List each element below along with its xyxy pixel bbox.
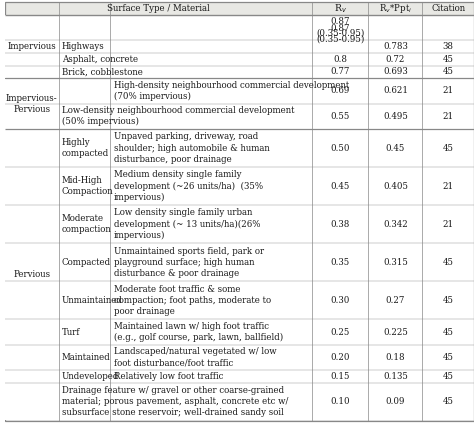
Text: 45: 45	[443, 258, 454, 267]
Text: 0.621: 0.621	[383, 86, 408, 96]
Text: R$_v$*Ppt$_i$: R$_v$*Ppt$_i$	[379, 2, 412, 15]
Text: Undeveloped: Undeveloped	[62, 372, 119, 381]
Text: Landscaped/natural vegetated w/ low
foot disturbance/foot traffic: Landscaped/natural vegetated w/ low foot…	[114, 347, 276, 368]
Text: 0.45: 0.45	[330, 181, 350, 191]
Text: 0.135: 0.135	[383, 372, 408, 381]
Text: 45: 45	[443, 143, 454, 153]
Text: 0.50: 0.50	[330, 143, 350, 153]
Text: Mid-High
Compaction: Mid-High Compaction	[62, 176, 114, 196]
Text: 21: 21	[443, 112, 454, 121]
Text: 0.783: 0.783	[383, 42, 408, 51]
Text: 0.693: 0.693	[383, 67, 408, 77]
Bar	[5, 2, 474, 15]
Text: Drainage feature w/ gravel or other coarse-grained
material; porous pavement, as: Drainage feature w/ gravel or other coar…	[62, 386, 288, 418]
Text: 21: 21	[443, 220, 454, 229]
Text: Low density single family urban
development (~ 13 units/ha)(26%
impervious): Low density single family urban developm…	[114, 209, 260, 240]
Text: 0.27: 0.27	[386, 296, 405, 305]
Text: 0.30: 0.30	[330, 296, 350, 305]
Text: Citation: Citation	[431, 4, 465, 13]
Text: 0.87
(0.35-0.95): 0.87 (0.35-0.95)	[316, 24, 365, 44]
Text: 0.55: 0.55	[330, 112, 350, 121]
Text: Unpaved parking, driveway, road
shoulder; high automobile & human
disturbance, p: Unpaved parking, driveway, road shoulder…	[114, 132, 269, 164]
Text: Pervious: Pervious	[13, 270, 50, 280]
Text: 0.8: 0.8	[333, 55, 347, 64]
Text: Highways: Highways	[62, 42, 105, 51]
Text: Maintained: Maintained	[62, 353, 111, 362]
Text: 0.35: 0.35	[331, 258, 350, 267]
Text: Medium density single family
development (~26 units/ha)  (35%
impervious): Medium density single family development…	[114, 170, 263, 202]
Text: Turf: Turf	[62, 327, 81, 337]
Text: Surface Type / Material: Surface Type / Material	[107, 4, 210, 13]
Text: 0.405: 0.405	[383, 181, 408, 191]
Text: High-density neighbourhood commercial development
(70% impervious): High-density neighbourhood commercial de…	[114, 81, 349, 101]
Bar	[312, 15, 368, 52]
Text: 21: 21	[443, 181, 454, 191]
Text: 0.20: 0.20	[330, 353, 350, 362]
Text: 0.87
(0.35-0.95): 0.87 (0.35-0.95)	[316, 17, 365, 38]
Text: 0.225: 0.225	[383, 327, 408, 337]
Text: Low-density neighbourhood commercial development
(50% impervious): Low-density neighbourhood commercial dev…	[62, 106, 294, 126]
Text: Brick, cobblestone: Brick, cobblestone	[62, 67, 143, 77]
Text: 45: 45	[443, 55, 454, 64]
Text: Unmaintained sports field, park or
playground surface; high human
disturbance & : Unmaintained sports field, park or playg…	[114, 247, 264, 278]
Text: Unmaintained: Unmaintained	[62, 296, 123, 305]
Text: 0.09: 0.09	[386, 397, 405, 407]
Text: 45: 45	[443, 353, 454, 362]
Text: Compacted: Compacted	[62, 258, 111, 267]
Text: Moderate
compaction: Moderate compaction	[62, 214, 112, 234]
Bar	[5, 15, 58, 78]
Text: Impervious-
Pervious: Impervious- Pervious	[6, 93, 57, 114]
Text: 0.342: 0.342	[383, 220, 408, 229]
Text: Impervious: Impervious	[7, 42, 56, 51]
Text: 45: 45	[443, 327, 454, 337]
Text: 0.25: 0.25	[330, 327, 350, 337]
Text: 0.69: 0.69	[330, 86, 350, 96]
Text: Highly
compacted: Highly compacted	[62, 138, 109, 158]
Text: 38: 38	[443, 42, 454, 51]
Text: 0.45: 0.45	[386, 143, 405, 153]
Text: Relatively low foot traffic: Relatively low foot traffic	[114, 372, 223, 381]
Text: 0.72: 0.72	[386, 55, 405, 64]
Text: 0.15: 0.15	[330, 372, 350, 381]
Text: 0.77: 0.77	[330, 67, 350, 77]
Text: R$_v$: R$_v$	[334, 2, 347, 15]
Text: 0.315: 0.315	[383, 258, 408, 267]
Text: 45: 45	[443, 397, 454, 407]
Bar	[5, 129, 58, 420]
Bar	[5, 79, 58, 129]
Text: 0.18: 0.18	[385, 353, 405, 362]
Text: 45: 45	[443, 372, 454, 381]
Text: 21: 21	[443, 86, 454, 96]
Text: Maintained lawn w/ high foot traffic
(e.g., golf course, park, lawn, ballfield): Maintained lawn w/ high foot traffic (e.…	[114, 322, 283, 342]
Text: 0.495: 0.495	[383, 112, 408, 121]
Text: 0.10: 0.10	[330, 397, 350, 407]
Text: 0.38: 0.38	[330, 220, 350, 229]
Text: 45: 45	[443, 296, 454, 305]
Text: Asphalt, concrete: Asphalt, concrete	[62, 55, 138, 64]
Text: 45: 45	[443, 67, 454, 77]
Text: Moderate foot traffic & some
compaction; foot paths, moderate to
poor drainage: Moderate foot traffic & some compaction;…	[114, 285, 271, 316]
